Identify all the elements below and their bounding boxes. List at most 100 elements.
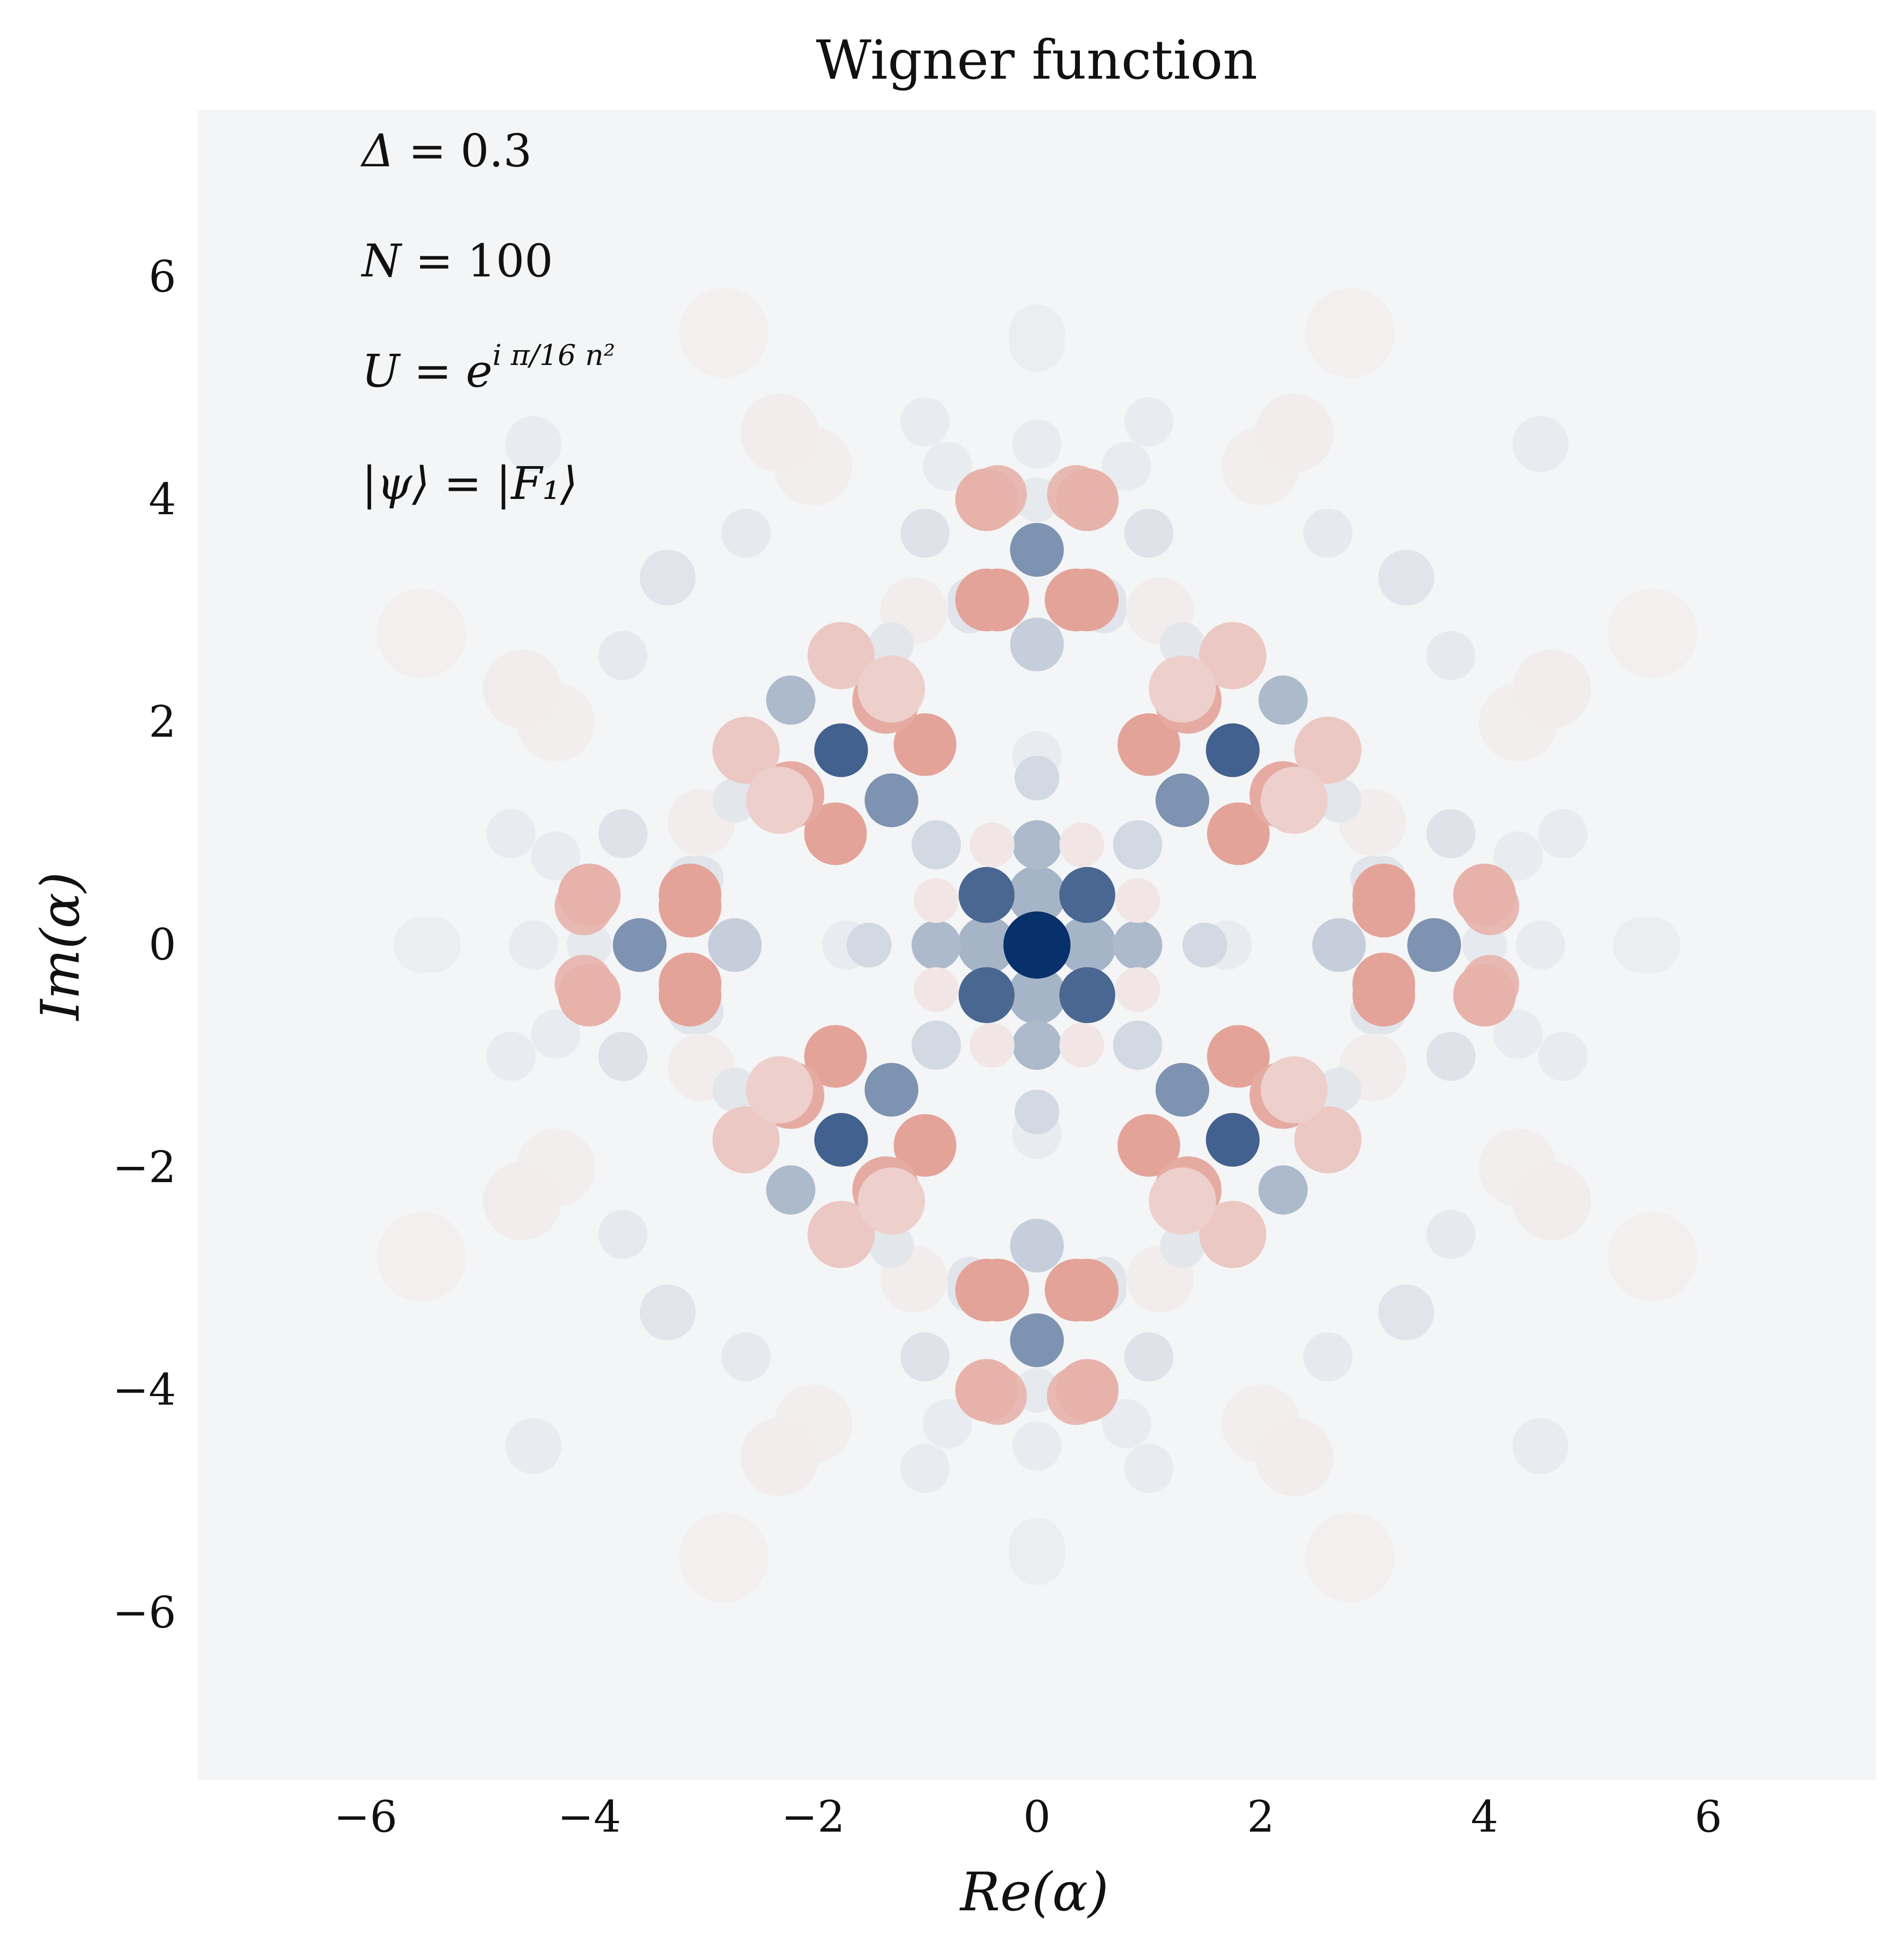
- negative-spot: [1512, 1161, 1591, 1241]
- positive-spot: [1010, 618, 1064, 672]
- negative-spot: [712, 716, 780, 784]
- negative-spot: [1199, 1201, 1266, 1268]
- negative-spot: [1352, 964, 1416, 1027]
- positive-spot: [814, 723, 868, 777]
- negative-spot: [483, 1161, 562, 1241]
- positive-spot: [1512, 416, 1569, 472]
- positive-spot: [865, 773, 919, 827]
- negative-spot: [1512, 650, 1591, 729]
- negative-spot: [658, 863, 722, 926]
- positive-spot: [486, 809, 536, 859]
- positive-spot: [1010, 1313, 1064, 1367]
- positive-spot: [1014, 1090, 1060, 1134]
- positive-spot: [1124, 1332, 1174, 1382]
- positive-spot: [1493, 831, 1543, 881]
- negative-spot: [1056, 468, 1119, 531]
- annotation-delta-lhs: Δ: [360, 125, 394, 177]
- positive-spot: [712, 1067, 757, 1112]
- positive-spot: [911, 1020, 961, 1070]
- positive-spot: [1303, 508, 1353, 558]
- positive-spot: [1317, 778, 1362, 823]
- negative-spot: [1294, 1106, 1362, 1174]
- negative-spot: [1607, 588, 1697, 678]
- positive-spot: [1012, 1421, 1062, 1471]
- negative-spot: [955, 569, 1018, 632]
- positive-spot: [1317, 1067, 1362, 1112]
- annotation-n: N = 100: [361, 235, 553, 287]
- positive-spot: [1113, 920, 1163, 970]
- negative-spot: [858, 1167, 925, 1235]
- chart-title: Wigner function: [816, 29, 1258, 92]
- heatmap-spots: [377, 288, 1697, 1602]
- positive-spot: [598, 631, 648, 681]
- negative-spot: [893, 1114, 957, 1177]
- positive-spot: [923, 1399, 972, 1449]
- y-tick-label: −2: [112, 1142, 176, 1192]
- positive-spot: [1059, 867, 1115, 923]
- positive-spot: [505, 416, 562, 472]
- x-tick-label: 4: [1471, 1792, 1498, 1842]
- negative-spot: [1056, 569, 1119, 632]
- positive-spot: [766, 1165, 816, 1215]
- positive-spot: [1059, 967, 1115, 1023]
- positive-spot: [957, 916, 1016, 974]
- positive-spot: [721, 1332, 771, 1382]
- positive-spot: [959, 967, 1015, 1023]
- annotation-n-rhs: 100: [467, 235, 553, 287]
- negative-spot: [746, 766, 813, 834]
- negative-spot: [558, 964, 621, 1027]
- positive-spot: [712, 778, 757, 823]
- positive-spot: [959, 867, 1015, 923]
- positive-spot: [598, 1032, 648, 1081]
- annotation-delta: Δ = 0.3: [360, 125, 532, 177]
- positive-spot: [1010, 523, 1064, 577]
- annotation-psi-lhs: |ψ⟩: [362, 457, 430, 510]
- positive-spot: [1426, 1032, 1476, 1081]
- negative-spot: [1056, 1359, 1119, 1422]
- annotation-psi-rhs: |F₁⟩: [496, 457, 578, 510]
- negative-spot: [1117, 1114, 1181, 1177]
- positive-spot: [1538, 1032, 1588, 1081]
- positive-spot: [1101, 1399, 1151, 1449]
- positive-spot: [869, 622, 914, 667]
- positive-spot: [1407, 918, 1461, 972]
- x-tick-label: −2: [781, 1792, 845, 1842]
- positive-spot: [1014, 756, 1060, 801]
- negative-spot: [914, 878, 959, 923]
- positive-spot: [1012, 419, 1062, 469]
- y-tick-label: 4: [149, 474, 176, 525]
- positive-spot: [1124, 397, 1174, 447]
- negative-spot: [914, 967, 959, 1012]
- positive-spot: [923, 441, 972, 491]
- annotation-psi: |ψ⟩ = |F₁⟩: [362, 457, 578, 510]
- positive-spot: [1426, 1210, 1476, 1259]
- positive-spot: [900, 508, 950, 558]
- positive-spot: [505, 1418, 562, 1474]
- positive-spot: [1426, 809, 1476, 859]
- positive-spot: [1009, 1529, 1065, 1585]
- positive-spot: [1378, 1284, 1434, 1341]
- positive-spot: [531, 831, 581, 881]
- negative-spot: [893, 713, 957, 776]
- positive-spot: [1155, 773, 1209, 827]
- positive-spot: [1516, 920, 1565, 970]
- negative-spot: [1260, 766, 1328, 834]
- negative-spot: [1149, 655, 1216, 723]
- negative-spot: [1059, 822, 1104, 868]
- positive-spot: [1206, 1113, 1260, 1167]
- negative-spot: [1305, 1513, 1395, 1602]
- annotation-block: Δ = 0.3 N = 100 U = ei π/16 n² |ψ⟩ = |F₁…: [360, 125, 615, 510]
- y-tick-label: −6: [112, 1588, 176, 1638]
- annotation-psi-eq: =: [430, 457, 496, 510]
- positive-spot: [1624, 917, 1681, 973]
- positive-spot: [900, 1443, 950, 1493]
- positive-spot: [1010, 1219, 1064, 1272]
- negative-spot: [483, 650, 562, 729]
- positive-spot: [639, 549, 696, 606]
- negative-spot: [1199, 622, 1266, 690]
- y-tick-label: 2: [149, 697, 176, 747]
- positive-spot: [1003, 911, 1071, 979]
- positive-spot: [1206, 723, 1260, 777]
- positive-spot: [1007, 866, 1066, 924]
- positive-spot: [1101, 441, 1151, 491]
